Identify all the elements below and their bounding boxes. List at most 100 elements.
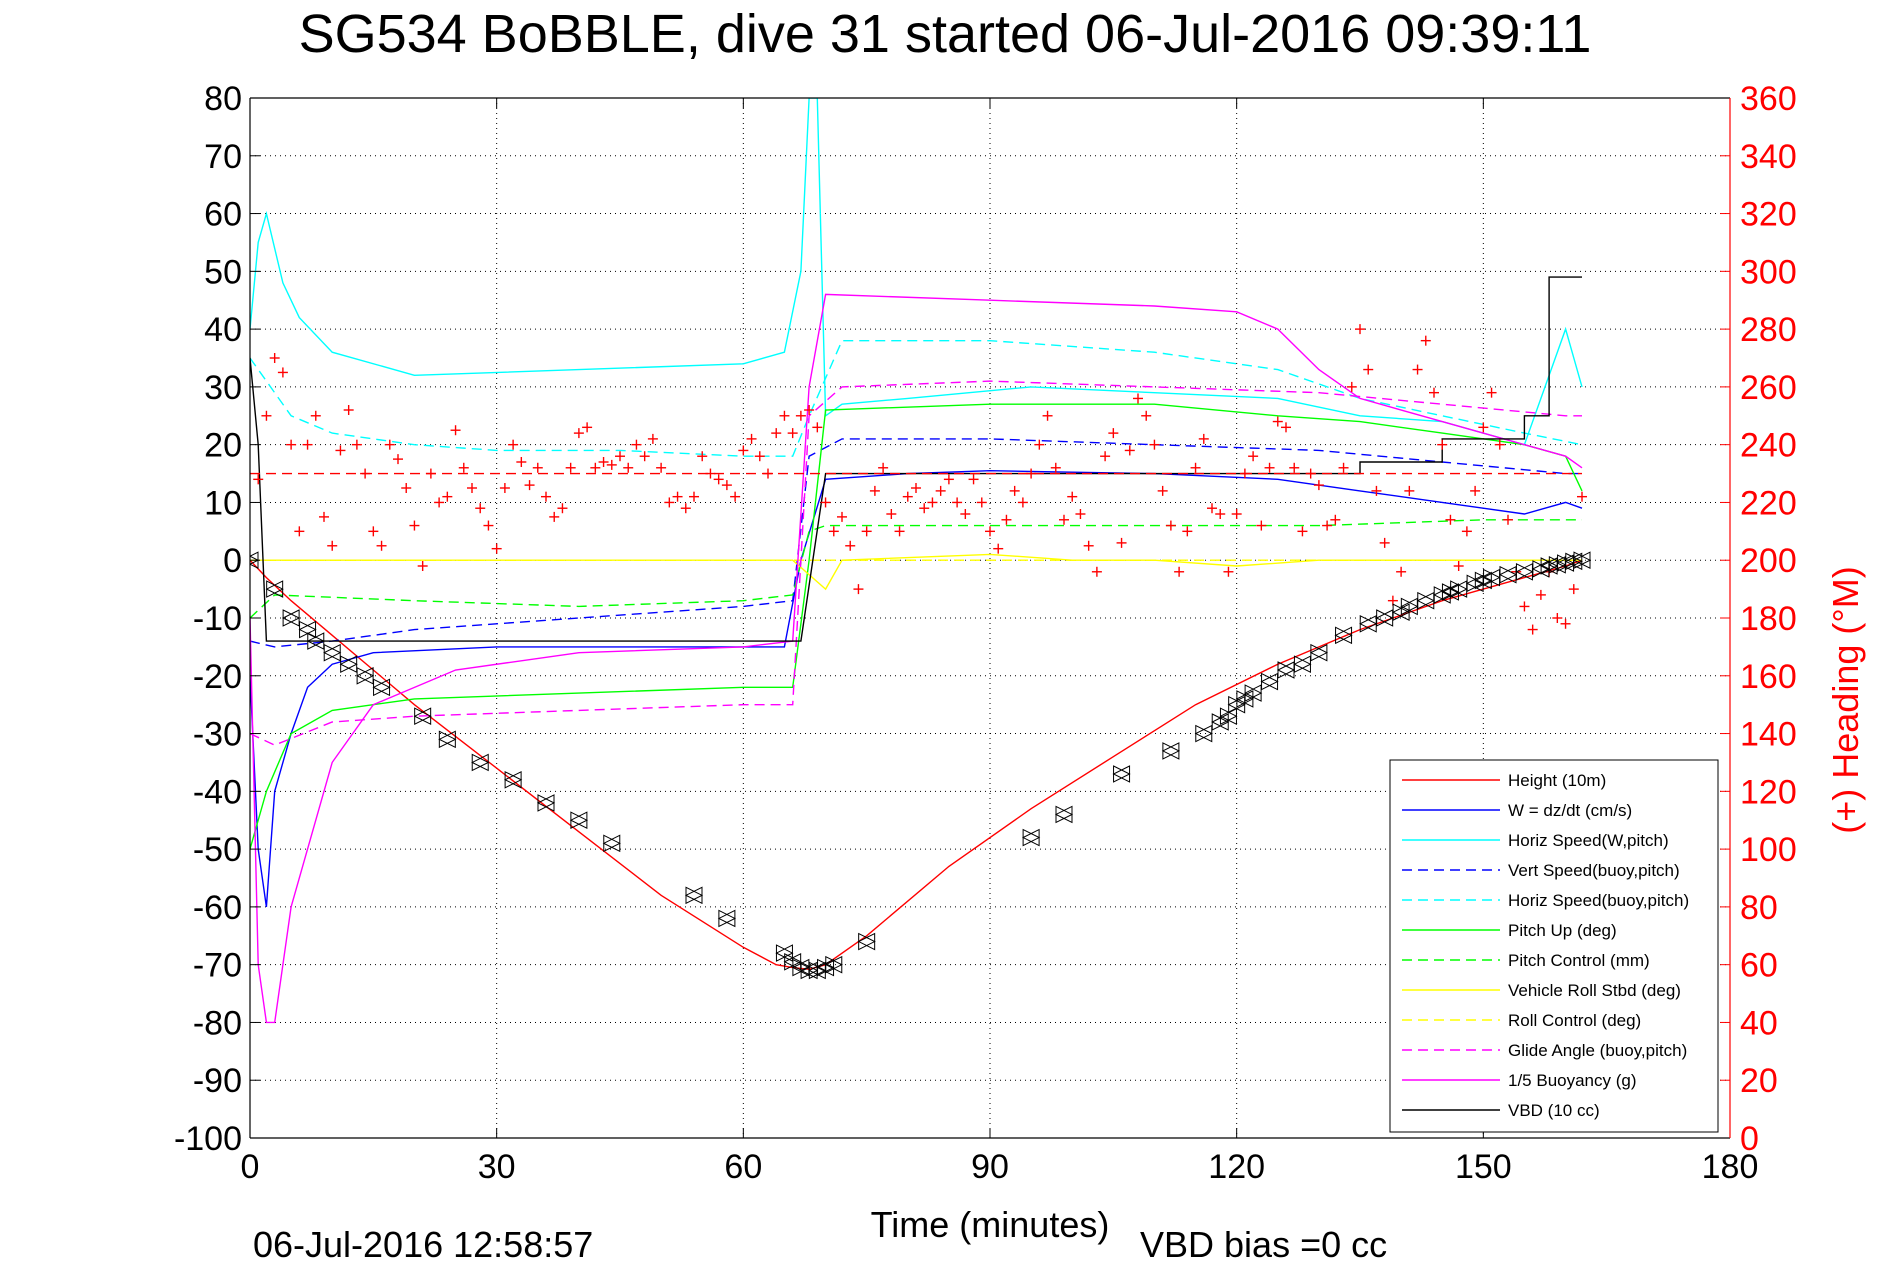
heading-marker [1535,589,1546,600]
heading-marker [672,491,683,502]
heading-marker [787,428,798,439]
heading-marker [1223,566,1234,577]
heading-marker [286,439,297,450]
heading-marker [1026,468,1037,479]
x-tick-label: 120 [1208,1148,1265,1186]
depth-marker-left [323,643,341,662]
heading-marker [573,428,584,439]
heading-marker [697,451,708,462]
heading-marker [680,503,691,514]
heading-marker [1239,468,1250,479]
heading-marker [746,433,757,444]
heading-marker [1305,468,1316,479]
heading-marker [804,405,815,415]
heading-marker [1363,364,1374,375]
heading-marker [1256,520,1267,531]
heading-marker [738,445,749,456]
heading-marker [664,497,675,508]
heading-marker [1470,485,1481,496]
y2-tick-label: 340 [1740,138,1797,176]
series-line-5 [250,403,1583,850]
heading-marker [1248,451,1259,462]
heading-marker [820,497,831,508]
series-line-10 [250,293,1583,1024]
heading-marker [812,422,823,433]
heading-marker [351,439,362,450]
heading-marker [417,561,428,571]
heading-marker [343,405,354,415]
y-tick-label: 70 [204,138,242,176]
heading-marker [598,457,609,467]
depth-marker-left [265,580,284,598]
marker-layer [250,324,1592,980]
depth-marker-left [1161,742,1180,760]
heading-marker [1198,433,1209,444]
heading-marker [1297,526,1308,537]
heading-marker [894,526,905,537]
heading-marker [1190,462,1201,473]
heading-marker [828,526,839,537]
y-tick-label: 50 [204,253,242,291]
heading-marker [1379,537,1390,548]
heading-marker [779,410,790,421]
heading-marker [1124,445,1135,456]
heading-marker [549,511,560,522]
series-line-3 [250,438,1582,648]
series-line-9 [250,380,1582,746]
depth-marker-left [1243,684,1262,702]
depth-marker-left [684,886,703,905]
y2-tick-label: 100 [1740,831,1797,869]
depth-marker-left [1572,551,1591,570]
heading-marker [878,462,889,473]
heading-marker [1396,566,1407,577]
y2-tick-label: 60 [1740,947,1778,985]
heading-marker [1100,451,1111,462]
y-tick-label: 60 [204,196,242,234]
heading-marker [1108,428,1119,439]
heading-marker [1009,485,1020,496]
depth-marker-left [1309,643,1328,662]
heading-marker [393,454,403,465]
y2-tick-label: 200 [1740,542,1797,580]
heading-marker [1207,503,1217,514]
depth-marker-left [824,955,843,974]
depth-marker-left [306,632,325,650]
x-tick-label: 150 [1455,1148,1512,1186]
heading-marker [532,462,543,473]
legend-label: Vehicle Roll Stbd (deg) [1508,981,1681,1000]
heading-marker [1165,520,1176,531]
legend-label: Glide Angle (buoy,pitch) [1508,1041,1687,1060]
heading-marker [1281,422,1291,433]
heading-marker [376,540,387,551]
heading-marker [1264,462,1275,473]
heading-marker [582,422,593,433]
heading-marker [450,425,461,436]
heading-marker [310,410,321,421]
y-tick-label: 0 [223,542,242,580]
legend: Height (10m) W = dz/dt (cm/s) Horiz Speed(… [1389,759,1719,1133]
heading-marker [1034,439,1045,450]
x-tick-label: 180 [1702,1148,1759,1186]
heading-marker [911,483,921,493]
heading-marker [1412,364,1423,375]
heading-marker [960,509,971,519]
y2-tick-label: 320 [1740,196,1797,234]
heading-marker [689,491,699,502]
heading-marker [623,462,634,473]
legend-label: VBD (10 cc) [1508,1101,1600,1120]
heading-marker [458,462,469,473]
heading-marker [993,543,1004,554]
heading-marker [508,439,519,450]
y2-tick-label: 240 [1740,427,1797,465]
heading-marker [1429,387,1439,398]
heading-marker [442,491,453,502]
heading-marker [1552,613,1563,623]
footer-timestamp: 06-Jul-2016 12:58:57 [253,1224,593,1262]
y-tick-label: -80 [193,1004,242,1042]
heading-marker [861,526,872,537]
legend-label: Horiz Speed(W,pitch) [1508,831,1669,850]
series-line-6 [250,519,1582,619]
right-axis-label: (+) Heading (°M) [1825,566,1866,833]
legend-label: W = dz/dt (cm/s) [1508,801,1632,820]
